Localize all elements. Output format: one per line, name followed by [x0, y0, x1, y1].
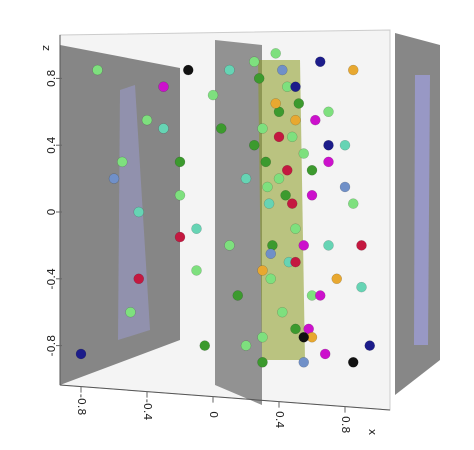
y-axis-label: z	[39, 45, 52, 51]
point	[290, 114, 301, 126]
point	[108, 173, 120, 184]
point	[183, 64, 194, 76]
point	[257, 332, 268, 343]
point	[323, 240, 334, 251]
point	[174, 156, 186, 168]
point	[141, 114, 153, 126]
point	[191, 223, 202, 234]
point	[270, 48, 281, 59]
point	[306, 190, 318, 201]
point	[286, 131, 298, 143]
point	[286, 198, 298, 209]
point	[207, 89, 219, 101]
surface-right	[414, 75, 430, 345]
point	[348, 64, 359, 76]
x-tick-label: 0	[207, 411, 220, 418]
point	[273, 131, 285, 143]
point	[277, 306, 288, 318]
point	[249, 139, 260, 151]
point	[191, 265, 202, 276]
y-tick-label: 0.4	[45, 136, 58, 154]
point	[253, 73, 265, 84]
y-tick-label: 0	[45, 209, 58, 216]
point	[339, 139, 351, 151]
point	[315, 290, 326, 301]
point	[257, 123, 268, 134]
point	[298, 240, 309, 251]
point	[240, 340, 252, 351]
x-tick-label: 0.4	[273, 411, 286, 429]
point	[174, 231, 186, 243]
point	[257, 357, 268, 368]
middle-panel	[215, 40, 262, 405]
point	[216, 123, 227, 134]
point	[323, 156, 334, 168]
point	[224, 240, 235, 251]
point	[133, 273, 144, 285]
point	[125, 306, 136, 318]
point	[133, 206, 144, 218]
point	[323, 106, 334, 118]
point	[293, 98, 305, 109]
point	[364, 340, 375, 351]
x-tick-label: -0.4	[141, 399, 154, 420]
point	[92, 64, 103, 76]
point	[282, 165, 293, 176]
point	[356, 281, 367, 293]
point	[298, 357, 309, 368]
point	[158, 123, 169, 134]
point	[158, 81, 169, 92]
point	[270, 98, 281, 109]
point	[280, 190, 291, 201]
x-axis	[59, 384, 391, 411]
point	[265, 248, 276, 259]
point	[290, 223, 301, 234]
point	[75, 348, 87, 360]
point	[273, 173, 285, 184]
point	[306, 165, 318, 176]
point	[240, 173, 252, 184]
point	[199, 340, 210, 351]
x-tick-label: -0.8	[75, 394, 88, 415]
y-tick-label: -0.4	[45, 268, 58, 289]
point	[290, 256, 301, 268]
point	[339, 181, 351, 193]
point	[263, 198, 275, 209]
point	[249, 56, 260, 67]
point	[265, 273, 276, 285]
point	[298, 148, 309, 159]
point	[315, 56, 326, 67]
point	[298, 332, 309, 343]
y-tick-label: 0.8	[45, 70, 58, 88]
y-tick-label: -0.8	[45, 335, 58, 356]
point	[257, 265, 268, 276]
point	[277, 64, 288, 76]
point	[290, 323, 301, 335]
point	[348, 357, 359, 368]
point	[174, 190, 186, 201]
point	[331, 273, 342, 285]
point	[356, 240, 367, 251]
point	[260, 156, 272, 168]
point	[224, 64, 235, 76]
point	[262, 181, 273, 193]
point	[290, 81, 301, 92]
point	[319, 348, 331, 360]
point	[310, 114, 321, 126]
point	[323, 139, 334, 151]
point	[348, 198, 359, 209]
x-axis-label: x	[366, 429, 379, 436]
x-tick-label: 0.8	[339, 416, 352, 434]
point	[117, 156, 128, 168]
point	[232, 290, 243, 301]
